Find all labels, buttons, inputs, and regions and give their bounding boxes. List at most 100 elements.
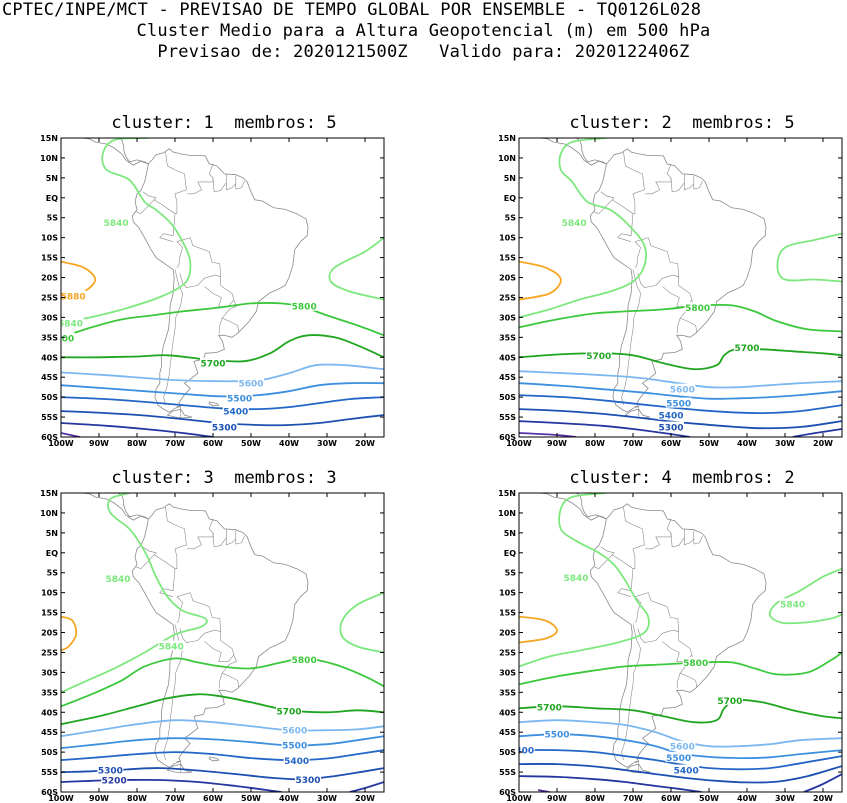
lat-tick-label: 10S xyxy=(41,234,58,243)
country-border xyxy=(204,631,235,662)
contour-label-bg xyxy=(684,301,711,312)
contour-label: 5880 xyxy=(61,292,86,302)
country-border xyxy=(634,761,639,773)
contour-label: 5300 xyxy=(295,776,320,786)
contour-label: 5840 xyxy=(105,575,130,585)
lat-tick-label: 30S xyxy=(41,668,58,677)
lat-tick-label: 5N xyxy=(46,174,58,183)
lat-tick-label: 10S xyxy=(41,589,58,598)
contour-label: 5840 xyxy=(563,574,588,584)
coastline xyxy=(131,148,309,413)
coastline xyxy=(539,138,607,166)
lat-tick-label: EQ xyxy=(46,549,58,558)
coastline xyxy=(589,148,767,413)
contour-label: 5500 xyxy=(544,731,569,741)
lon-tick-label: 20W xyxy=(813,794,833,803)
contour-label: 5840 xyxy=(562,219,587,229)
contour-label: 5800 xyxy=(685,304,710,314)
country-border xyxy=(212,528,227,548)
lon-tick-label: 80W xyxy=(127,439,147,448)
contour-label-bg xyxy=(238,377,264,388)
lon-tick-label: 60W xyxy=(661,439,681,448)
country-border xyxy=(153,554,176,597)
contour-label: 5800 xyxy=(292,656,317,666)
lat-tick-label: 15N xyxy=(498,489,516,498)
contour-label-bg xyxy=(536,701,563,712)
lat-tick-label: 5N xyxy=(504,174,516,183)
contour-label-bg xyxy=(682,656,709,667)
lat-tick-label: 15N xyxy=(40,134,58,143)
country-border xyxy=(136,191,157,215)
country-border xyxy=(670,528,685,548)
lat-tick-label: 30S xyxy=(41,313,58,322)
contour-line-5600 xyxy=(519,719,842,748)
lon-tick-label: 30W xyxy=(317,794,337,803)
lon-tick-label: 40W xyxy=(279,794,299,803)
contour-label: 5840 xyxy=(780,600,805,610)
lat-tick-label: 20S xyxy=(41,274,58,283)
lat-tick-label: 15N xyxy=(40,489,58,498)
contour-line-5700 xyxy=(519,699,842,724)
contour-line-5200 xyxy=(349,781,384,792)
map-panel-cluster-2: 5840 5800 5700 5700 5600 5500 5400 5300 15N 10N 5N… xyxy=(498,134,843,448)
contour-line-5600 xyxy=(61,719,384,738)
contour-label-bg xyxy=(97,764,124,775)
lon-tick-label: 60W xyxy=(661,794,681,803)
panel-2-title: cluster: 2 membros: 5 xyxy=(569,113,795,133)
country-border xyxy=(693,180,703,190)
coastline xyxy=(117,493,149,520)
country-border xyxy=(645,518,672,550)
contour-line-5100 xyxy=(61,432,81,437)
lon-tick-label: 70W xyxy=(623,794,643,803)
lon-tick-label: 100W xyxy=(506,439,532,448)
contour-label: 5600 xyxy=(670,743,695,753)
lon-tick-label: 50W xyxy=(699,794,719,803)
country-border xyxy=(187,163,214,195)
country-border xyxy=(645,163,672,195)
lon-tick-label: 90W xyxy=(547,439,567,448)
contour-line-5500 xyxy=(61,735,384,749)
contour-label: 5600 xyxy=(670,386,695,396)
contour-label-bg xyxy=(658,409,684,420)
contour-label: 5700 xyxy=(717,697,742,707)
contour-line-5840 xyxy=(328,236,384,301)
map-panel-cluster-4: 5840 5840 5800 5700 5700 5500 400 5600 5500 5400 1… xyxy=(498,489,843,803)
panel-4-title: cluster: 4 membros: 2 xyxy=(569,468,795,488)
contour-line-5840 xyxy=(61,493,208,694)
coastline xyxy=(81,138,149,166)
lat-tick-label: 55S xyxy=(499,413,516,422)
contour-line-5200 xyxy=(519,420,691,437)
contour-label-bg xyxy=(291,300,318,311)
lat-tick-label: 15N xyxy=(498,134,516,143)
country-border xyxy=(136,546,157,570)
contour-line-5800 xyxy=(61,302,384,339)
contour-line-5840 xyxy=(768,567,842,625)
lat-tick-label: 25S xyxy=(41,293,58,302)
contour-label: 5400 xyxy=(223,408,248,418)
lat-tick-label: 15S xyxy=(41,609,58,618)
country-border xyxy=(176,406,181,418)
lat-tick-label: 5S xyxy=(505,214,517,223)
coastline xyxy=(131,503,309,768)
contour-label-bg xyxy=(61,290,87,301)
contour-label-bg xyxy=(281,739,308,750)
contour-label: 5400 xyxy=(674,767,699,777)
coastline xyxy=(208,401,220,407)
country-border xyxy=(621,624,641,761)
lat-tick-label: 55S xyxy=(41,768,58,777)
contour-line-5840 xyxy=(519,138,647,319)
lat-tick-label: 10S xyxy=(499,234,516,243)
country-border xyxy=(623,506,645,569)
country-border xyxy=(634,237,679,288)
lon-tick-label: 90W xyxy=(89,439,109,448)
contour-label-bg xyxy=(665,397,692,408)
country-border xyxy=(204,276,235,307)
map-frame xyxy=(60,137,385,438)
lat-tick-label: 5N xyxy=(46,529,58,538)
contour-line-5800 xyxy=(519,651,842,686)
lat-tick-label: 5S xyxy=(47,214,59,223)
contour-label-bg xyxy=(200,357,226,368)
contour-label-bg xyxy=(665,751,692,762)
coastline xyxy=(208,756,220,762)
contour-label: 5840 xyxy=(159,643,184,653)
